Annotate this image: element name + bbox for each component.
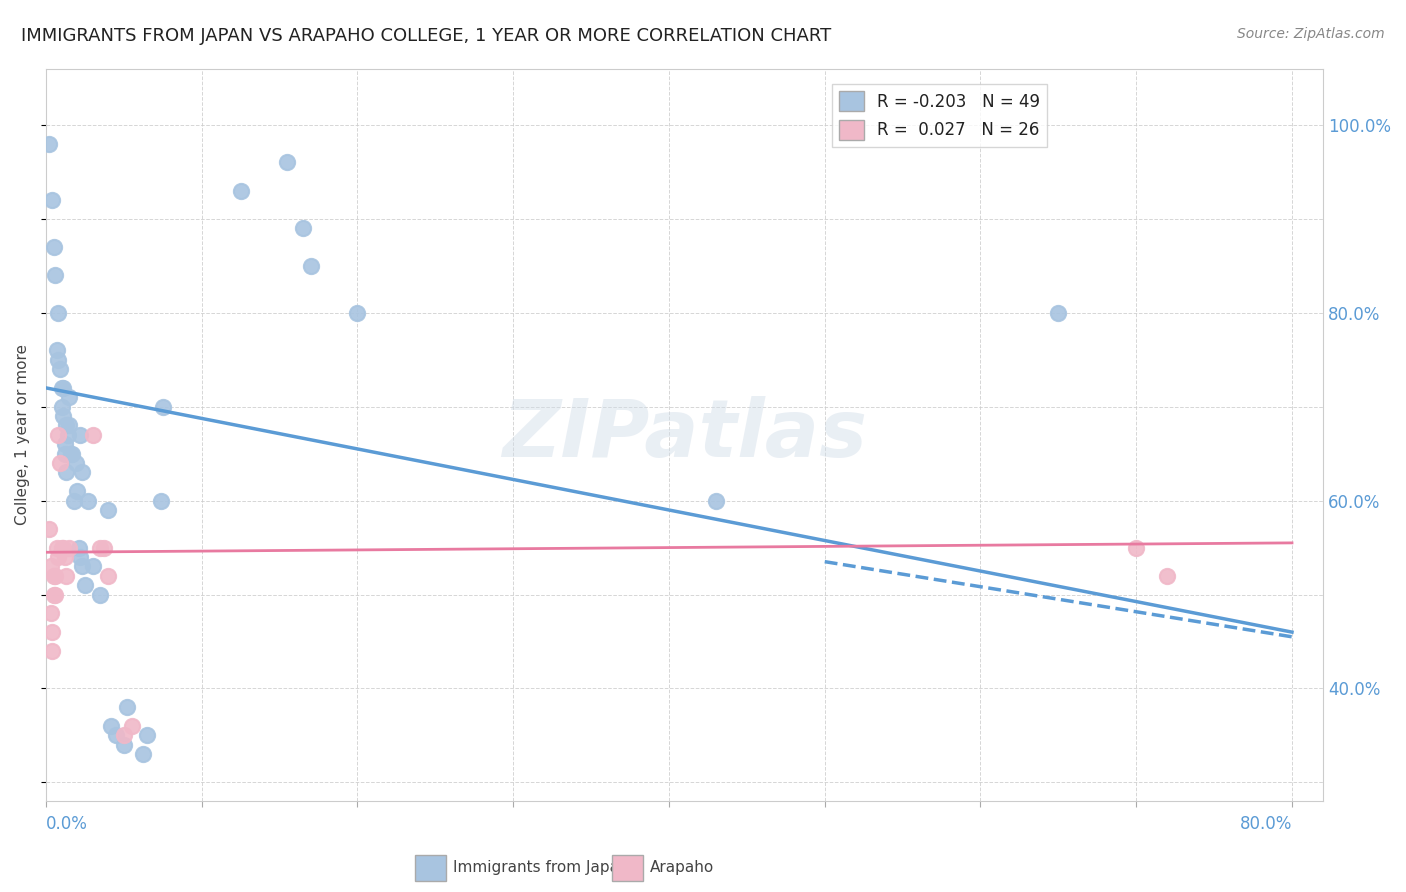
- Point: [48, 306, 70, 320]
- Text: Arapaho: Arapaho: [650, 861, 714, 875]
- Point: [44, 568, 66, 582]
- Point: [44, 268, 66, 282]
- Point: [1156, 568, 1178, 582]
- Point: [89, 541, 111, 555]
- Point: [55, 568, 77, 582]
- Point: [1125, 541, 1147, 555]
- Point: [77, 493, 100, 508]
- Point: [45, 541, 67, 555]
- Point: [48, 352, 70, 367]
- Text: ZIPatlas: ZIPatlas: [502, 396, 868, 474]
- Point: [49, 456, 72, 470]
- Point: [70, 559, 93, 574]
- Text: IMMIGRANTS FROM JAPAN VS ARAPAHO COLLEGE, 1 YEAR OR MORE CORRELATION CHART: IMMIGRANTS FROM JAPAN VS ARAPAHO COLLEGE…: [21, 27, 831, 45]
- Point: [49, 362, 72, 376]
- Point: [69, 549, 91, 564]
- Point: [58, 418, 80, 433]
- Point: [45, 343, 67, 358]
- Point: [52, 409, 75, 423]
- Point: [55, 466, 77, 480]
- Point: [58, 390, 80, 404]
- Point: [52, 381, 75, 395]
- Point: [53, 437, 76, 451]
- Point: [82, 559, 104, 574]
- Point: [41, 644, 63, 658]
- Point: [63, 493, 86, 508]
- Point: [136, 728, 159, 742]
- Point: [704, 493, 727, 508]
- Point: [291, 221, 314, 235]
- Point: [97, 568, 120, 582]
- Point: [56, 428, 79, 442]
- Point: [44, 588, 66, 602]
- Legend: R = -0.203   N = 49, R =  0.027   N = 26: R = -0.203 N = 49, R = 0.027 N = 26: [832, 84, 1046, 146]
- Point: [299, 259, 322, 273]
- Point: [229, 184, 252, 198]
- Point: [1047, 306, 1070, 320]
- Point: [53, 549, 76, 564]
- Point: [276, 155, 298, 169]
- Y-axis label: College, 1 year or more: College, 1 year or more: [15, 344, 30, 525]
- Point: [67, 541, 90, 555]
- Point: [41, 193, 63, 207]
- Point: [115, 700, 138, 714]
- Point: [51, 381, 73, 395]
- Point: [51, 400, 73, 414]
- Point: [38, 136, 60, 151]
- Point: [62, 447, 84, 461]
- Point: [42, 568, 65, 582]
- Point: [346, 306, 368, 320]
- Point: [39, 607, 62, 621]
- Text: 80.0%: 80.0%: [1240, 815, 1292, 833]
- Text: 0.0%: 0.0%: [46, 815, 87, 833]
- Point: [131, 747, 153, 762]
- Point: [93, 541, 115, 555]
- Point: [121, 719, 143, 733]
- Point: [66, 484, 89, 499]
- Point: [112, 728, 135, 742]
- Point: [53, 447, 76, 461]
- Text: Source: ZipAtlas.com: Source: ZipAtlas.com: [1237, 27, 1385, 41]
- Point: [82, 428, 104, 442]
- Point: [51, 541, 73, 555]
- Point: [38, 522, 60, 536]
- Point: [69, 428, 91, 442]
- Point: [73, 578, 96, 592]
- Point: [105, 728, 128, 742]
- Point: [59, 447, 82, 461]
- Point: [52, 541, 75, 555]
- Point: [89, 588, 111, 602]
- Point: [48, 549, 70, 564]
- Point: [65, 456, 87, 470]
- Point: [152, 400, 174, 414]
- Point: [42, 588, 65, 602]
- Point: [39, 559, 62, 574]
- Point: [97, 503, 120, 517]
- Point: [41, 625, 63, 640]
- Point: [70, 466, 93, 480]
- Point: [58, 541, 80, 555]
- Point: [100, 719, 122, 733]
- Point: [112, 738, 135, 752]
- Point: [42, 240, 65, 254]
- Point: [150, 493, 173, 508]
- Text: Immigrants from Japan: Immigrants from Japan: [453, 861, 628, 875]
- Point: [48, 428, 70, 442]
- Point: [55, 418, 77, 433]
